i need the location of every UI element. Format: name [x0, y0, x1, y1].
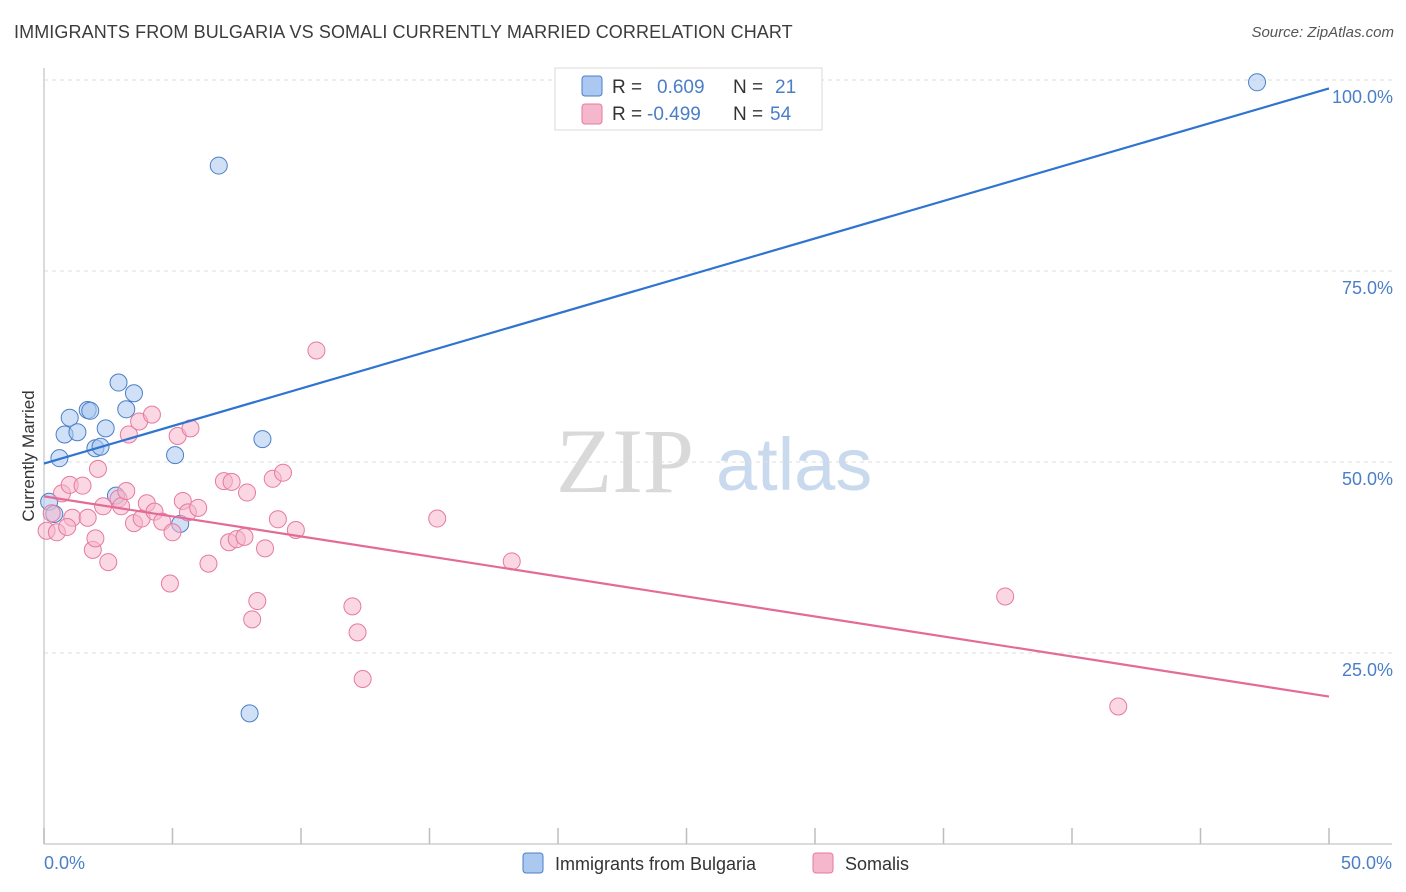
legend-n-value-0: 21: [775, 77, 796, 98]
somalis-point-7: [78, 508, 97, 527]
somalis-point-25: [163, 523, 182, 542]
somalis-point-21: [142, 405, 161, 424]
somalis-point-37: [238, 483, 257, 502]
bulgaria-point-10: [96, 419, 115, 438]
somalis-point-48: [353, 669, 372, 688]
legend-swatch-blue: [581, 75, 603, 97]
somalis-point-45: [307, 341, 326, 360]
legend-n-value-1: 54: [770, 104, 792, 125]
y-tick-label-25: 25.0%: [1342, 660, 1393, 680]
somalis-point-14: [112, 497, 131, 516]
bottom-legend-label-bulgaria: Immigrants from Bulgaria: [555, 854, 757, 874]
somalis-point-43: [274, 463, 293, 482]
legend-n-label-0: N =: [733, 77, 763, 98]
legend-swatch-pink: [581, 103, 603, 125]
somalis-point-39: [248, 592, 267, 611]
somalis-point-31: [199, 554, 218, 573]
source-label: Source: ZipAtlas.com: [1251, 24, 1394, 41]
y-axis-title: Currently Married: [19, 390, 38, 521]
legend-r-value-0: 0.609: [657, 77, 705, 98]
somalis-point-16: [119, 425, 138, 444]
bottom-legend-swatch-pink: [812, 852, 834, 874]
trend-line-somalis: [43, 495, 1330, 698]
somalis-point-6: [73, 476, 92, 495]
x-tick-label-1: 50.0%: [1341, 853, 1392, 873]
bottom-legend-swatch-blue: [522, 852, 544, 874]
somalis-point-38: [243, 610, 262, 629]
legend-r-label-0: R =: [612, 77, 642, 98]
watermark-zip: ZIP: [556, 410, 694, 512]
bulgaria-point-5: [68, 423, 87, 442]
bulgaria-point-13: [117, 400, 136, 419]
somalis-point-30: [189, 498, 208, 517]
bottom-legend: Immigrants from Bulgaria Somalis: [522, 852, 909, 874]
somalis-point-12: [99, 553, 118, 572]
somalis-point-52: [1109, 697, 1128, 716]
trend-lines: [43, 87, 1330, 698]
somalis-point-15: [117, 482, 136, 501]
x-tick-label-0: 0.0%: [44, 853, 85, 873]
somalis-point-47: [348, 623, 367, 642]
legend-box: R = 0.609 N = 21 R = -0.499 N = 54: [554, 67, 823, 131]
legend-r-value-1: -0.499: [647, 104, 701, 125]
legend-n-label-1: N =: [733, 104, 763, 125]
bulgaria-point-4: [60, 408, 79, 427]
y-tick-label-100: 100.0%: [1332, 87, 1393, 107]
x-tick-labels: 0.0% 50.0%: [44, 853, 1392, 873]
legend-r-label-1: R =: [612, 104, 642, 125]
somalis-point-24: [160, 574, 179, 593]
watermark-atlas: atlas: [716, 423, 872, 506]
somalis-point-46: [343, 597, 362, 616]
bulgaria-point-12: [109, 373, 128, 392]
watermark: ZIP atlas: [556, 410, 872, 512]
bulgaria-point-20: [1248, 73, 1267, 92]
somalis-point-51: [996, 587, 1015, 606]
bulgaria-point-18: [240, 704, 259, 723]
series-bulgaria-points: [40, 73, 1267, 723]
bulgaria-point-19: [253, 430, 272, 449]
somalis-point-49: [428, 509, 447, 528]
series-somalis-points: [37, 341, 1128, 716]
somalis-point-53: [58, 517, 77, 536]
y-tick-labels: 25.0% 50.0% 75.0% 100.0%: [1332, 87, 1393, 680]
somalis-point-40: [256, 539, 275, 558]
somalis-point-9: [86, 529, 105, 548]
somalis-point-1: [42, 504, 61, 523]
bulgaria-point-7: [81, 401, 100, 420]
somalis-point-42: [268, 510, 287, 529]
bulgaria-point-15: [166, 446, 185, 465]
x-axis-ticks: [43, 828, 1330, 844]
y-tick-label-75: 75.0%: [1342, 278, 1393, 298]
somalis-point-36: [235, 527, 254, 546]
somalis-point-10: [88, 459, 107, 478]
bulgaria-point-17: [209, 156, 228, 175]
grid: [44, 79, 1392, 654]
bulgaria-point-14: [124, 384, 143, 403]
somalis-point-34: [222, 472, 241, 491]
y-tick-label-50: 50.0%: [1342, 469, 1393, 489]
chart-title: IMMIGRANTS FROM BULGARIA VS SOMALI CURRE…: [14, 22, 793, 42]
trend-line-bulgaria: [43, 87, 1330, 465]
bottom-legend-label-somalis: Somalis: [845, 854, 909, 874]
